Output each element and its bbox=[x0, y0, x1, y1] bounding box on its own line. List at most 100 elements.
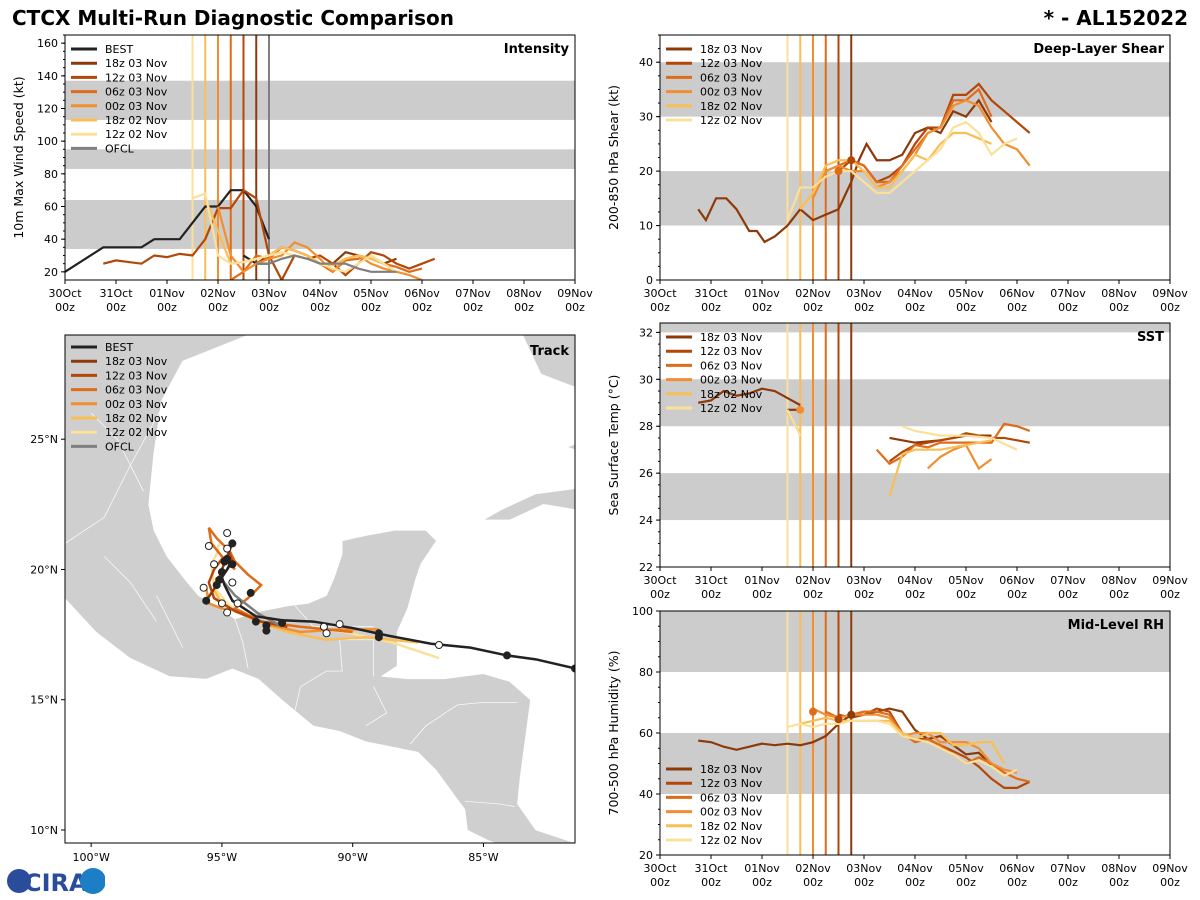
intensity-band bbox=[65, 149, 575, 169]
x-tick-label: 03Nov bbox=[846, 574, 882, 587]
legend-entry: 12z 02 Nov bbox=[105, 426, 168, 439]
x-tick-label: 00z bbox=[803, 301, 823, 314]
rh-series-line bbox=[812, 707, 1018, 774]
x-tick-label: 00z bbox=[55, 301, 75, 314]
border-line bbox=[156, 595, 184, 648]
track-point bbox=[217, 599, 226, 608]
rh-series-line bbox=[799, 716, 1006, 765]
x-tick-label: 00z bbox=[956, 876, 976, 889]
shear-series-line bbox=[786, 120, 1018, 221]
border-line bbox=[365, 686, 388, 727]
y-tick-label: 40 bbox=[639, 788, 653, 801]
y-tick-label: 160 bbox=[37, 37, 58, 50]
x-tick-label: 00z bbox=[701, 588, 721, 601]
track-point bbox=[228, 578, 237, 587]
intensity-series-line bbox=[216, 206, 423, 280]
y-tick-label: 20 bbox=[639, 849, 653, 862]
x-tick-label: 00z bbox=[854, 876, 874, 889]
x-tick-label: 00z bbox=[1058, 588, 1078, 601]
x-tick-label: 85°W bbox=[468, 851, 498, 864]
x-tick-label: 04Nov bbox=[897, 862, 933, 875]
border-line bbox=[103, 556, 157, 622]
rh-series-line bbox=[787, 719, 1018, 777]
x-tick-label: 90°W bbox=[338, 851, 368, 864]
logo-text: CIRA bbox=[24, 869, 88, 896]
intensity-panel-title: Intensity bbox=[504, 42, 570, 57]
x-tick-label: 05Nov bbox=[948, 574, 984, 587]
track-point bbox=[262, 621, 271, 630]
x-tick-label: 06Nov bbox=[999, 862, 1035, 875]
intensity-chart: 2040608010012014016030Oct00z31Oct00z01No… bbox=[11, 34, 593, 314]
y-tick-label: 28 bbox=[639, 420, 653, 433]
legend-entry: 12z 02 Nov bbox=[700, 834, 763, 847]
y-axis-label: 10m Max Wind Speed (kt) bbox=[11, 76, 26, 238]
track-point bbox=[435, 641, 443, 650]
legend-entry: 18z 02 Nov bbox=[105, 114, 168, 127]
x-tick-label: 30Oct bbox=[48, 287, 82, 300]
shear-series-line bbox=[799, 131, 992, 210]
track-point bbox=[251, 617, 260, 626]
legend-entry: 12z 03 Nov bbox=[700, 345, 763, 358]
x-tick-label: 00z bbox=[650, 301, 670, 314]
x-tick-label: 06Nov bbox=[404, 287, 440, 300]
legend-entry: OFCL bbox=[105, 440, 135, 453]
track-point bbox=[246, 588, 255, 597]
y-tick-label: 10°N bbox=[30, 824, 58, 837]
sst-band bbox=[660, 323, 1170, 333]
x-tick-label: 03Nov bbox=[251, 287, 287, 300]
legend-entry: 06z 03 Nov bbox=[700, 71, 763, 84]
legend-entry: 06z 03 Nov bbox=[700, 791, 763, 804]
legend-entry: 18z 03 Nov bbox=[700, 331, 763, 344]
shear-band bbox=[660, 62, 1170, 117]
x-tick-label: 00z bbox=[701, 876, 721, 889]
x-tick-label: 01Nov bbox=[744, 862, 780, 875]
y-tick-label: 100 bbox=[632, 605, 653, 618]
y-tick-label: 60 bbox=[44, 201, 58, 214]
x-tick-label: 04Nov bbox=[302, 287, 338, 300]
legend-entry: 06z 03 Nov bbox=[700, 359, 763, 372]
y-tick-label: 80 bbox=[44, 168, 58, 181]
track-point bbox=[223, 608, 232, 617]
x-tick-label: 00z bbox=[412, 301, 432, 314]
y-tick-label: 0 bbox=[646, 274, 653, 287]
x-tick-label: 05Nov bbox=[353, 287, 389, 300]
x-tick-label: 00z bbox=[752, 876, 772, 889]
sst-band bbox=[660, 473, 1170, 521]
track-panel-title: Track bbox=[530, 344, 569, 359]
x-tick-label: 00z bbox=[854, 588, 874, 601]
x-tick-label: 09Nov bbox=[557, 287, 593, 300]
track-frame bbox=[64, 334, 576, 844]
x-tick-label: 30Oct bbox=[643, 862, 677, 875]
x-tick-label: 30Oct bbox=[643, 287, 677, 300]
track-point bbox=[223, 555, 232, 564]
legend-entry: 00z 03 Nov bbox=[700, 806, 763, 819]
x-tick-label: 00z bbox=[803, 876, 823, 889]
track-point bbox=[571, 664, 575, 673]
x-tick-label: 05Nov bbox=[948, 287, 984, 300]
y-tick-label: 30 bbox=[639, 373, 653, 386]
x-tick-label: 31Oct bbox=[694, 574, 728, 587]
shear-chart: 01020304030Oct00z31Oct00z01Nov00z02Nov00… bbox=[606, 34, 1188, 314]
border-line bbox=[65, 407, 163, 544]
legend-entry: 18z 03 Nov bbox=[700, 763, 763, 776]
track-chart: 100°W 95°W 90°W 85°W 10°N 15°N 20°N 25°N Track BE… bbox=[30, 334, 576, 864]
x-tick-label: 02Nov bbox=[795, 862, 831, 875]
track-point bbox=[319, 622, 328, 631]
track-point bbox=[228, 539, 237, 548]
legend-entry: 12z 02 Nov bbox=[105, 128, 168, 141]
rh-marker bbox=[847, 710, 856, 719]
track-point bbox=[335, 620, 344, 629]
sst-series-line bbox=[698, 387, 801, 407]
legend-entry: 12z 03 Nov bbox=[105, 369, 168, 382]
figure-title: CTCX Multi-Run Diagnostic Comparison bbox=[12, 6, 454, 30]
legend-entry: OFCL bbox=[105, 142, 135, 155]
track-point bbox=[217, 568, 226, 577]
y-tick-label: 20°N bbox=[30, 563, 58, 576]
x-tick-label: 08Nov bbox=[1101, 574, 1137, 587]
x-tick-label: 08Nov bbox=[1101, 287, 1137, 300]
cira-logo: CIRA bbox=[5, 866, 106, 897]
x-tick-label: 00z bbox=[1109, 876, 1129, 889]
legend-entry: 00z 03 Nov bbox=[105, 398, 168, 411]
x-tick-label: 00z bbox=[463, 301, 483, 314]
